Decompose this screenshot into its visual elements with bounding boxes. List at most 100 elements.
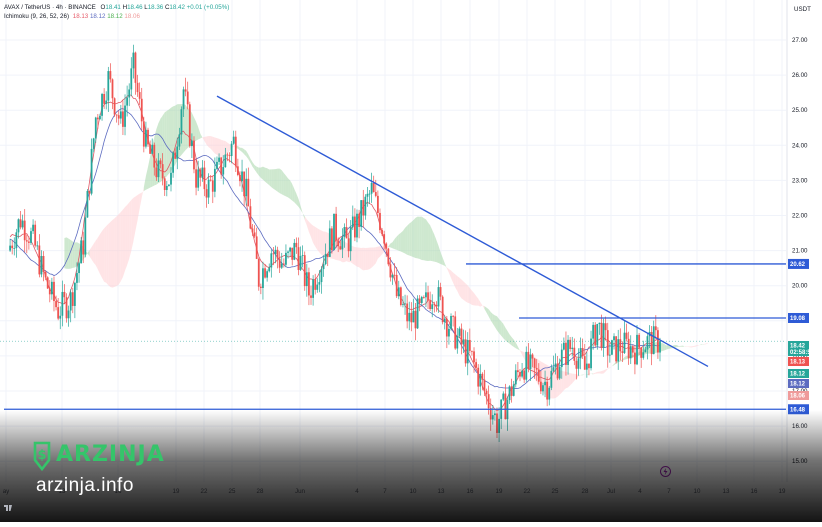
cloud-segment (92, 244, 94, 263)
cloud-segment (459, 278, 461, 299)
cloud-segment (681, 346, 683, 347)
cloud-segment (280, 169, 282, 195)
candle (11, 240, 13, 254)
cloud-segment (497, 316, 499, 333)
price-tag: 18.12 (788, 369, 809, 378)
candle (312, 275, 314, 306)
candle (373, 176, 375, 193)
price-tag-label: 18.42 (790, 344, 806, 350)
candle-body (394, 275, 396, 276)
indicator-legend[interactable]: Ichimoku (9, 26, 52, 26) 18.13 18.12 18.… (4, 12, 229, 21)
candle (410, 302, 412, 331)
candle-body (135, 53, 137, 83)
candle (596, 324, 598, 350)
candle (598, 323, 600, 335)
level-tag-label: 16.48 (790, 407, 806, 413)
candle-body (369, 194, 371, 195)
candle (509, 385, 511, 404)
currency-label[interactable]: USDT (794, 6, 811, 13)
cloud-segment (495, 315, 497, 330)
candle (149, 141, 151, 155)
candle-body (655, 326, 657, 330)
candle (377, 190, 379, 217)
candle (47, 276, 49, 289)
candle-body (653, 326, 655, 354)
candle (500, 399, 502, 429)
candle-body (573, 348, 575, 361)
candle-body (250, 206, 252, 228)
cloud-segment (313, 226, 315, 247)
cloud-segment (478, 299, 480, 307)
trendline[interactable] (217, 96, 708, 366)
candle-body (84, 217, 86, 254)
cloud-segment (522, 351, 524, 358)
candle-body (496, 413, 498, 432)
cloud-segment (275, 169, 277, 192)
candle-body (329, 228, 331, 256)
candle (295, 237, 297, 253)
cloud-segment (601, 370, 603, 373)
candle (210, 175, 212, 181)
x-tick-label: 16 (751, 488, 758, 495)
cloud-segment (702, 344, 704, 345)
candle (492, 405, 494, 425)
candle (471, 351, 473, 356)
price-tag-label: 18.12 (790, 382, 806, 388)
candle-body (287, 252, 289, 253)
candle-body (243, 172, 245, 197)
candle-body (172, 153, 174, 173)
candle-body (306, 272, 308, 286)
candle (72, 288, 74, 313)
candle (199, 168, 201, 187)
candle-body (266, 271, 268, 277)
candle-body (51, 282, 53, 294)
cloud-segment (211, 136, 213, 151)
cloud-segment (90, 247, 92, 259)
candle-body (350, 227, 352, 251)
candle-body (189, 104, 191, 146)
candle-body (151, 145, 153, 154)
indicator-value-span-b: 18.06 (124, 13, 139, 20)
cloud-segment (321, 231, 323, 257)
candle (456, 328, 458, 354)
candle-body (578, 358, 580, 368)
candle-body (617, 339, 619, 361)
ohlc-high: 18.46 (127, 4, 142, 11)
candle (68, 306, 70, 327)
events-bolt-icon[interactable] (660, 466, 671, 477)
cloud-segment (213, 137, 215, 154)
candle-body (11, 246, 13, 249)
candle (285, 244, 287, 267)
cloud-segment (405, 226, 407, 255)
cloud-segment (209, 136, 211, 149)
candle (396, 267, 398, 298)
candle-body (245, 179, 247, 196)
cloud-segment (257, 167, 259, 176)
cloud-segment (374, 247, 376, 265)
candle-body (241, 172, 243, 182)
candle-body (327, 254, 329, 257)
price-tag: 18.13 (788, 357, 809, 366)
candle (496, 407, 498, 438)
symbol-legend[interactable]: AVAX / TetherUS · 4h · BINANCE O18.41 H1… (4, 3, 229, 12)
candle (293, 239, 295, 260)
price-tag-label: 18.13 (790, 360, 806, 366)
cloud-segment (476, 296, 478, 306)
candle-body (13, 248, 15, 249)
candle-body (38, 245, 40, 274)
candle (137, 75, 139, 97)
cloud-segment (604, 369, 606, 373)
cloud-segment (380, 246, 382, 257)
cloud-segment (253, 162, 255, 170)
candle (289, 247, 291, 257)
candle (502, 391, 504, 401)
candle (38, 234, 40, 277)
cloud-segment (570, 373, 572, 385)
cloud-segment (413, 218, 415, 258)
candle-body (206, 189, 208, 197)
candle-body (540, 382, 542, 392)
candle-body (24, 221, 26, 241)
cloud-segment (307, 219, 309, 232)
